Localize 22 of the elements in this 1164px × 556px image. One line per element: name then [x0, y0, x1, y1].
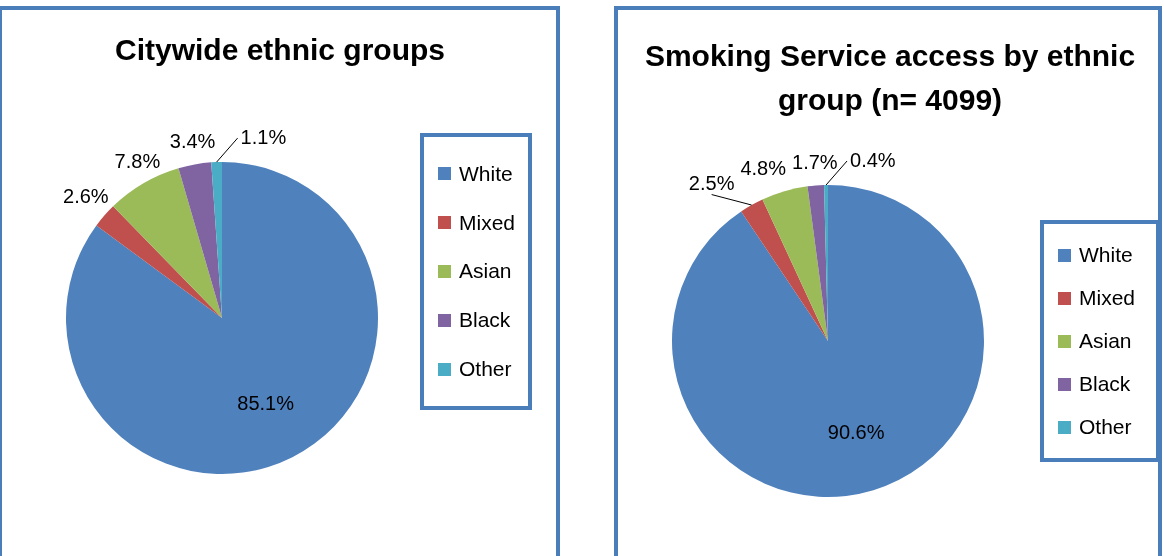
legend-label: Mixed [459, 210, 516, 235]
legend-label: Other [459, 357, 512, 382]
chart-title: Smoking Service access by ethnic group (n= 4099) [643, 38, 1137, 118]
data-label: 2.6% [63, 185, 109, 208]
legend-label: White [1079, 243, 1133, 267]
data-label: 4.8% [740, 157, 787, 180]
data-label: 3.4% [169, 130, 216, 153]
legend-label: Asian [459, 259, 512, 284]
legend-label: Mixed [1079, 286, 1136, 310]
chart-title: Citywide ethnic groups [114, 32, 446, 68]
data-label: 85.1% [237, 391, 295, 414]
legend-label: Black [1079, 372, 1131, 396]
data-label: 2.5% [688, 172, 735, 195]
data-label: 0.4% [850, 148, 896, 171]
data-label: 7.8% [114, 150, 161, 173]
data-label: 1.1% [240, 125, 287, 148]
data-label: 90.6% [827, 421, 885, 444]
legend-label: White [459, 161, 513, 186]
legend-label: Asian [1079, 329, 1132, 353]
data-label: 1.7% [792, 151, 838, 174]
legend-label: Other [1079, 415, 1132, 439]
legend-label: Black [459, 308, 511, 333]
